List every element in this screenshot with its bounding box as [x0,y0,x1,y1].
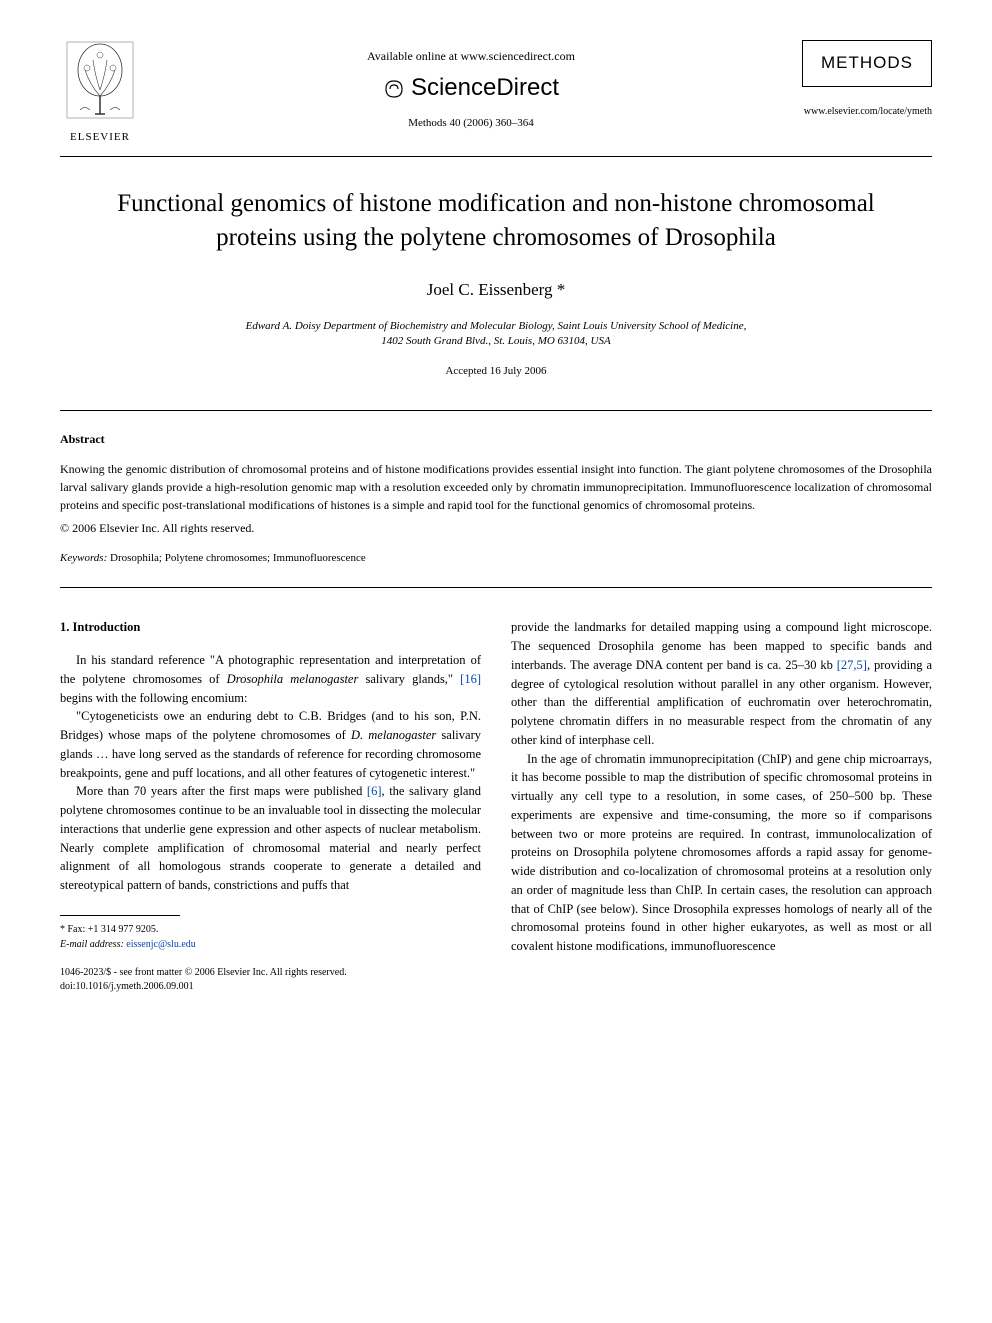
abstract-text: Knowing the genomic distribution of chro… [60,460,932,514]
sciencedirect-logo: ScienceDirect [140,71,802,106]
fax-number: +1 314 977 9205. [88,924,159,935]
paragraph-5: In the age of chromatin immunoprecipitat… [511,750,932,956]
header-divider [60,156,932,157]
email-label: E-mail address: [60,939,124,950]
affiliation-line2: 1402 South Grand Blvd., St. Louis, MO 63… [381,335,610,347]
available-online-text: Available online at www.sciencedirect.co… [140,48,802,65]
reference-link[interactable]: [16] [460,672,481,686]
footnote-divider [60,915,180,916]
paragraph-1: In his standard reference "A photographi… [60,651,481,707]
article-author: Joel C. Eissenberg * [60,278,932,303]
page-header: ELSEVIER Available online at www.science… [60,40,932,146]
keywords-line: Keywords: Drosophila; Polytene chromosom… [60,551,932,567]
paragraph-4: provide the landmarks for detailed mappi… [511,618,932,749]
affiliation-line1: Edward A. Doisy Department of Biochemist… [246,320,747,332]
right-column: provide the landmarks for detailed mappi… [511,618,932,994]
doi-line1: 1046-2023/$ - see front matter © 2006 El… [60,967,347,978]
methods-citation: Methods 40 (2006) 360–364 [140,116,802,132]
keywords-label: Keywords: [60,552,107,564]
fax-label: * Fax: [60,924,88,935]
journal-url: www.elsevier.com/locate/ymeth [802,105,932,120]
paragraph-3: More than 70 years after the first maps … [60,782,481,895]
journal-name: METHODS [817,51,917,76]
left-column: 1. Introduction In his standard referenc… [60,618,481,994]
body-columns: 1. Introduction In his standard referenc… [60,618,932,994]
abstract-top-divider [60,410,932,411]
section-1-heading: 1. Introduction [60,618,481,637]
sciencedirect-icon [383,78,405,100]
email-link[interactable]: eissenjc@slu.edu [126,939,195,950]
footnote-block: * Fax: +1 314 977 9205. E-mail address: … [60,922,481,952]
abstract-bottom-divider [60,587,932,588]
abstract-copyright: © 2006 Elsevier Inc. All rights reserved… [60,520,932,537]
center-header: Available online at www.sciencedirect.co… [140,40,802,132]
elsevier-logo: ELSEVIER [60,40,140,146]
elsevier-tree-icon [65,40,135,120]
sciencedirect-text: ScienceDirect [411,71,559,106]
article-affiliation: Edward A. Doisy Department of Biochemist… [60,319,932,350]
article-title: Functional genomics of histone modificat… [60,187,932,255]
reference-link[interactable]: [6] [367,784,382,798]
doi-block: 1046-2023/$ - see front matter © 2006 El… [60,966,481,994]
accepted-date: Accepted 16 July 2006 [60,364,932,380]
reference-link[interactable]: [27,5] [837,658,867,672]
keywords-text: Drosophila; Polytene chromosomes; Immuno… [107,552,365,564]
paragraph-2: "Cytogeneticists owe an enduring debt to… [60,707,481,782]
journal-box-container: METHODS www.elsevier.com/locate/ymeth [802,40,932,119]
doi-line2: doi:10.1016/j.ymeth.2006.09.001 [60,981,194,992]
abstract-heading: Abstract [60,431,932,448]
elsevier-label: ELSEVIER [60,130,140,146]
journal-box: METHODS [802,40,932,87]
